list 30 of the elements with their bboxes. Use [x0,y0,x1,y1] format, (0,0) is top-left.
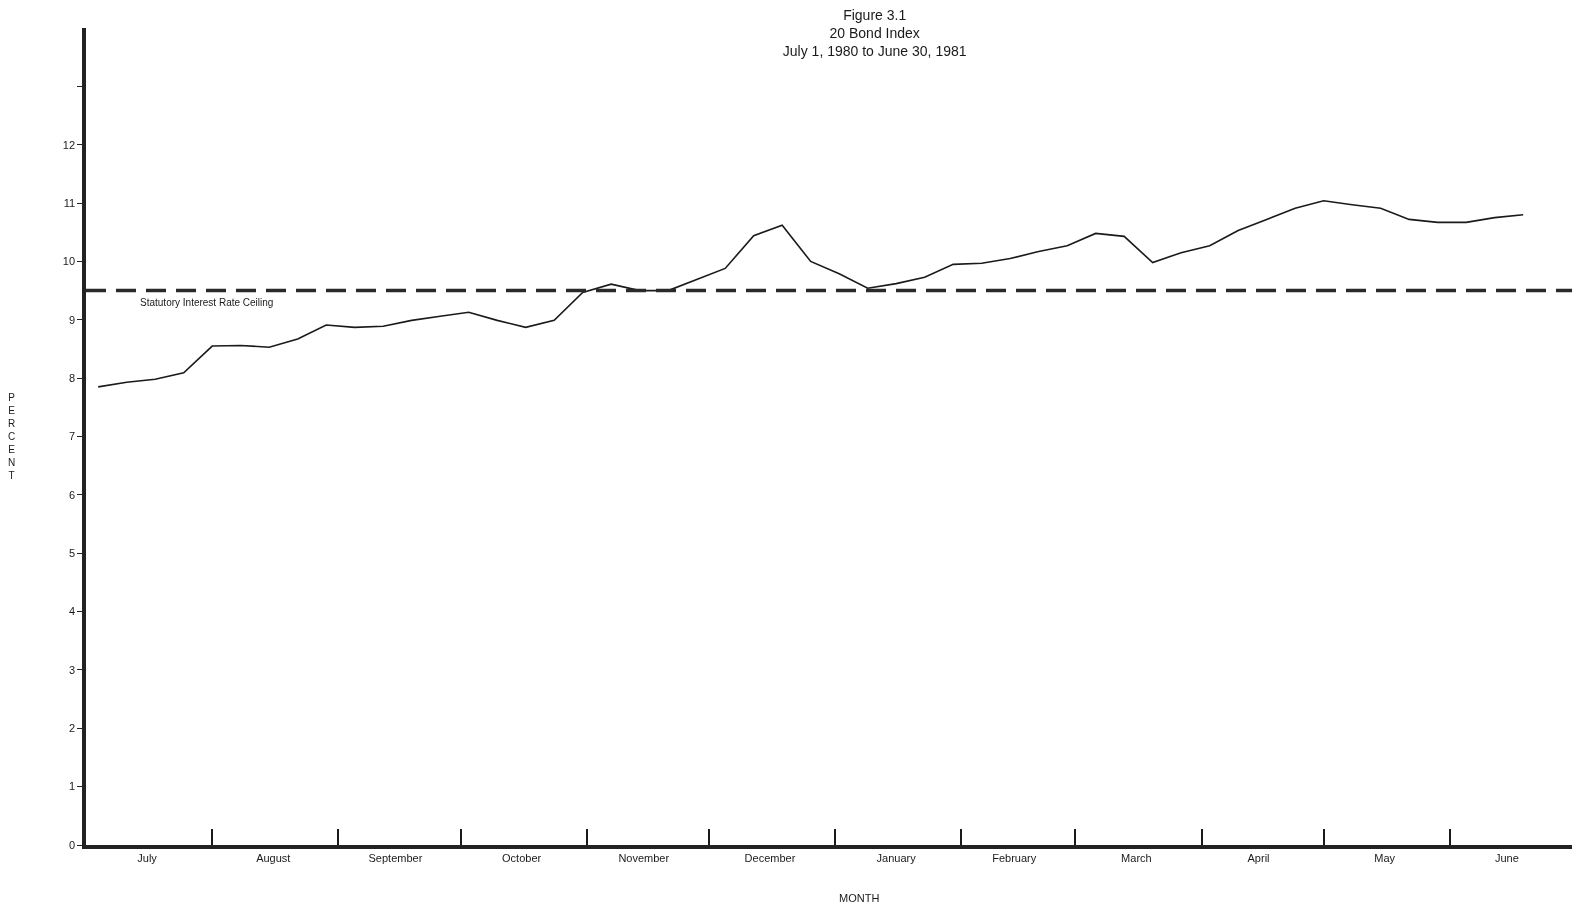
y-tick-label: 8 [68,371,76,384]
x-tick-label: June [1494,851,1519,864]
y-tick-label: 5 [68,547,76,560]
y-tick-label: 1 [68,780,76,793]
y-tick-label: 7 [68,430,76,443]
y-tick-label: 4 [68,605,76,618]
line-series [97,199,1524,388]
y-tick-label: 12 [62,138,76,151]
y-tick-label: 0 [68,838,76,851]
y-tick-label: 9 [68,313,76,326]
y-tick-label: 11 [63,196,76,209]
chart-title: Figure 3.1 20 Bond Index July 1, 1980 to June 30, 1981 [782,7,967,60]
y-tick-label: 10 [62,255,76,268]
x-tick-label: March [1121,851,1152,864]
x-tick-label: October [502,851,542,864]
ref-line-label: Statutory Interest Rate Ceiling [140,297,274,308]
y-tick-label: 3 [68,663,76,676]
x-axis-title: MONTH [839,892,880,904]
x-tick-label: August [256,851,291,864]
x-tick-label: April [1247,851,1270,864]
x-tick-label: September [368,851,423,864]
x-tick-label: May [1374,851,1396,864]
y-axis-title: PERCENT [8,392,16,481]
x-tick-label: January [876,851,917,864]
x-tick-label: February [992,851,1037,864]
y-tick-label: 6 [68,488,76,501]
x-tick-label: November [618,851,670,864]
x-tick-label: July [137,851,158,864]
x-tick-label: December [744,851,796,864]
y-tick-label: 2 [68,722,76,735]
